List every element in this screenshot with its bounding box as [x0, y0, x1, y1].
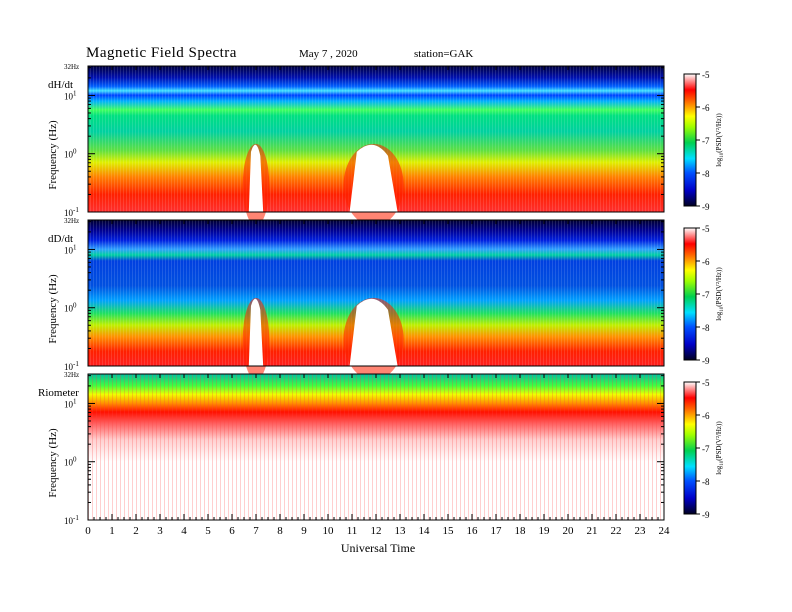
- y-tick-exponent: -1: [73, 514, 79, 522]
- x-tick-label: 19: [539, 525, 551, 537]
- colorbar-tick-label: -6: [702, 103, 710, 113]
- y-tick-exponent: -1: [73, 206, 79, 214]
- station-label: station=GAK: [414, 48, 474, 60]
- x-tick-label: 12: [371, 525, 382, 537]
- x-tick-label: 22: [611, 525, 622, 537]
- y-tick-exponent: -1: [73, 360, 79, 368]
- x-tick-label: 18: [515, 525, 527, 537]
- colorbar-label-rest: (PSD(V²/Hz)): [715, 267, 723, 307]
- y-tick-exponent: 1: [73, 397, 77, 405]
- x-tick-label: 10: [323, 525, 335, 537]
- colorbar-label: log10(PSD(V²/Hz)): [715, 267, 725, 321]
- colorbar-tick-label: -5: [702, 224, 710, 234]
- colorbar-tick-label: -7: [702, 444, 710, 454]
- chart-date: May 7 , 2020: [299, 48, 358, 60]
- colorbar-tick-label: -7: [702, 136, 710, 146]
- burst-1: [248, 298, 264, 366]
- colorbar-label-sub: 10: [720, 460, 725, 466]
- panel-name: dD/dt: [48, 233, 73, 245]
- colorbar-tick-label: -8: [702, 323, 710, 333]
- y-tick-exponent: 1: [73, 243, 77, 251]
- burst-2: [349, 298, 398, 366]
- colorbar-tick-label: -7: [702, 290, 710, 300]
- x-tick-label: 3: [157, 525, 163, 537]
- colorbar-tick-label: -9: [702, 356, 710, 366]
- colorbar-tick-label: -5: [702, 70, 710, 80]
- x-tick-label: 4: [181, 525, 187, 537]
- y-tick-label: 101: [64, 89, 77, 101]
- x-tick-label: 9: [301, 525, 307, 537]
- colorbar-label-base: log: [715, 157, 723, 166]
- colorbar-label: log10(PSD(V²/Hz)): [715, 113, 725, 167]
- x-tick-label: 6: [229, 525, 235, 537]
- x-tick-label: 23: [635, 525, 647, 537]
- x-tick-label: 13: [395, 525, 407, 537]
- panel-name: Riometer: [38, 387, 79, 399]
- y-tick-exponent: 0: [73, 148, 77, 156]
- x-tick-label: 14: [419, 525, 431, 537]
- burst-1: [248, 144, 264, 212]
- colorbar: [683, 73, 697, 207]
- colorbar-tick-label: -8: [702, 169, 710, 179]
- y-tick-label: 101: [64, 243, 77, 255]
- colorbar-tick-label: -6: [702, 411, 710, 421]
- colorbar-tick-label: -9: [702, 510, 710, 520]
- colorbar-label-base: log: [715, 465, 723, 474]
- x-tick-label: 5: [205, 525, 211, 537]
- spectrogram-texture: [88, 374, 664, 520]
- y-tick-label: 101: [64, 397, 77, 409]
- y-tick-label: 100: [64, 302, 77, 314]
- y-tick-label: 10-1: [64, 514, 79, 526]
- x-tick-label: 20: [563, 525, 575, 537]
- x-tick-label: 0: [85, 525, 91, 537]
- chart-title: Magnetic Field Spectra: [86, 45, 237, 61]
- x-tick-label: 11: [347, 525, 358, 537]
- y-top-label: 32Hz: [64, 371, 79, 379]
- colorbar-label-sub: 10: [720, 306, 725, 312]
- x-tick-label: 15: [443, 525, 455, 537]
- colorbar-label: log10(PSD(V²/Hz)): [715, 421, 725, 475]
- y-tick-exponent: 0: [73, 302, 77, 310]
- colorbar-label-base: log: [715, 311, 723, 320]
- colorbar-label-rest: (PSD(V²/Hz)): [715, 113, 723, 153]
- panel-name: dH/dt: [48, 79, 73, 91]
- colorbar: [683, 227, 697, 361]
- colorbar-label-rest: (PSD(V²/Hz)): [715, 421, 723, 461]
- y-tick-exponent: 0: [73, 456, 77, 464]
- colorbar-tick-label: -5: [702, 378, 710, 388]
- x-tick-label: 21: [587, 525, 598, 537]
- x-tick-label: 16: [467, 525, 479, 537]
- colorbar: [683, 381, 697, 515]
- colorbar-tick-label: -9: [702, 202, 710, 212]
- y-top-label: 32Hz: [64, 217, 79, 225]
- y-top-label: 32Hz: [64, 63, 79, 71]
- x-axis-label: Universal Time: [341, 541, 415, 555]
- x-tick-label: 7: [253, 525, 259, 537]
- x-tick-label: 2: [133, 525, 139, 537]
- colorbar-label-sub: 10: [720, 152, 725, 158]
- burst-2: [349, 144, 398, 212]
- x-tick-label: 8: [277, 525, 283, 537]
- colorbar-tick-label: -8: [702, 477, 710, 487]
- x-tick-label: 1: [109, 525, 115, 537]
- x-tick-label: 24: [659, 525, 671, 537]
- y-tick-exponent: 1: [73, 89, 77, 97]
- y-tick-label: 100: [64, 456, 77, 468]
- x-tick-label: 17: [491, 525, 503, 537]
- y-tick-label: 100: [64, 148, 77, 160]
- y-axis-label: Frequency (Hz): [47, 120, 59, 190]
- x-axis: 0 1 2 3 4 5 6 7 8 9 10 11 12 13 14 15 16 17 18 19 20 21 22 23 24: [85, 66, 670, 537]
- y-axis-label: Frequency (Hz): [47, 428, 59, 498]
- colorbar-tick-label: -6: [702, 257, 710, 267]
- y-axis-label: Frequency (Hz): [47, 274, 59, 344]
